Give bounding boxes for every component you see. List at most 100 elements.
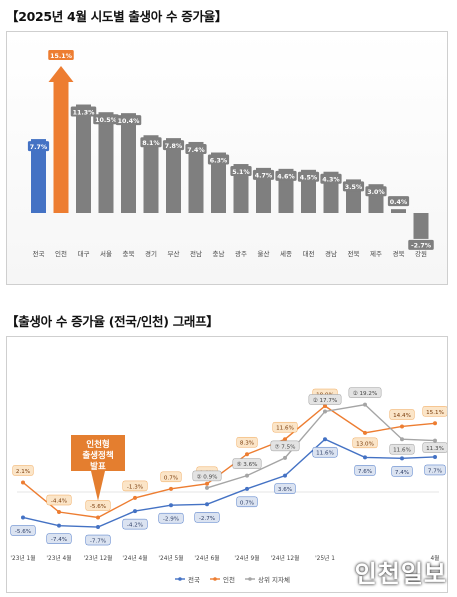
- bar-value-box: [230, 166, 252, 177]
- bar-category-label: 제주: [370, 250, 382, 258]
- series-value-box: [10, 525, 36, 536]
- legend-label: 전국: [188, 575, 200, 584]
- x-tick-label: '24년 6월: [194, 554, 219, 562]
- bar-value-label: 3.0%: [367, 189, 385, 196]
- bar-category-label: 서울: [100, 249, 112, 258]
- series-value-box: [352, 437, 378, 449]
- series-point-인천: [205, 481, 209, 486]
- series-point-상위 지자체: [283, 455, 287, 460]
- bar-value-label: 4.6%: [277, 174, 295, 181]
- bar-광주: [233, 164, 249, 213]
- series-value-box: [236, 436, 258, 448]
- series-value-box: [12, 465, 34, 476]
- series-value-label: 11.6%: [276, 426, 294, 432]
- policy-callout-text: 출생정책: [82, 450, 113, 461]
- bar-value-box: [70, 106, 97, 117]
- bar-category-label: 세종: [280, 249, 292, 258]
- series-value-label: -4.2%: [127, 523, 143, 529]
- series-point-전국: [169, 503, 173, 508]
- series-value-label: 11.6%: [393, 448, 411, 454]
- bar-value-box: [48, 50, 74, 61]
- series-value-label: ② 0.9%: [196, 473, 217, 480]
- bar-value-label: 6.3%: [210, 157, 228, 164]
- series-value-box: [158, 512, 184, 524]
- series-line-인천: [22, 405, 436, 519]
- bar-category-label: 전북: [348, 249, 360, 258]
- series-point-전국: [205, 502, 209, 507]
- x-tick-label: '23년 4월: [46, 554, 71, 562]
- bar-value-label: 10.5%: [95, 117, 118, 124]
- bar-value-box: [408, 239, 434, 250]
- bar-value-box: [320, 173, 342, 184]
- series-value-box: [274, 483, 296, 494]
- series-value-label: -5.6%: [90, 504, 106, 510]
- series-point-전국: [96, 525, 100, 530]
- legend-marker-상위 지자체: [248, 577, 252, 581]
- bar-value-label: 3.5%: [345, 184, 363, 191]
- series-point-전국: [245, 486, 249, 491]
- bar-chart-panel: 7.7% 전국 15.1% 인천 11.3% 대구 10.5% 서울 10.4% 충북 8.1% 경기…: [6, 31, 448, 285]
- bar-value-box: [297, 171, 320, 182]
- legend-label: 인천: [223, 575, 235, 584]
- series-value-box: [389, 443, 415, 455]
- series-value-label: ⑦ 7.5%: [274, 443, 295, 450]
- series-value-label: -7.7%: [90, 539, 106, 545]
- bar-category-label: 경북: [393, 249, 405, 258]
- series-value-box: [389, 409, 415, 420]
- bar-경북: [391, 209, 406, 213]
- bar-value-box: [140, 137, 162, 148]
- bar-category-label: 대구: [78, 250, 90, 258]
- series-value-label: 15.1%: [426, 410, 444, 416]
- series-point-인천: [169, 486, 173, 491]
- series-value-label: 0.7%: [240, 500, 254, 506]
- series-point-상위 지자체: [433, 438, 437, 443]
- series-point-전국: [363, 455, 367, 460]
- bar-전국: [31, 139, 46, 213]
- series-value-label: -7.4%: [51, 537, 67, 543]
- bar-chart-title: 【2025년 4월 시도별 출생아 수 증가율】: [6, 9, 228, 24]
- series-value-box: [122, 518, 148, 530]
- bar-value-label: 11.3%: [73, 109, 96, 116]
- bar-충남: [211, 152, 226, 213]
- series-value-box: [312, 446, 338, 458]
- bar-value-label: 0.4%: [390, 199, 408, 206]
- series-point-상위 지자체: [363, 402, 367, 407]
- series-point-인천: [433, 421, 437, 426]
- bar-category-label: 경기: [145, 249, 157, 258]
- series-value-label: ⑤ 3.6%: [236, 461, 257, 468]
- bar-value-label: 8.1%: [142, 140, 160, 147]
- x-tick-label: '23년 1월: [10, 554, 35, 562]
- series-value-label: ② 19.2%: [353, 390, 378, 397]
- series-value-label: -2.9%: [163, 517, 179, 523]
- policy-callout-text: 인천형: [86, 439, 109, 450]
- series-value-label: -4.4%: [51, 499, 67, 505]
- bar-value-box: [93, 114, 119, 125]
- series-point-인천: [96, 515, 100, 520]
- series-point-전국: [283, 473, 287, 478]
- bar-경기: [143, 135, 159, 213]
- bar-category-label: 경남: [325, 249, 337, 258]
- bar-category-label: 울산: [258, 249, 270, 258]
- bar-value-box: [252, 169, 275, 180]
- bar-강원: [413, 213, 429, 239]
- series-point-인천: [283, 437, 287, 442]
- bar-value-box: [115, 115, 142, 126]
- series-value-box: [424, 464, 446, 476]
- bar-value-box: [162, 140, 185, 151]
- x-tick-label: 4월: [430, 554, 439, 562]
- bar-category-label: 전국: [33, 249, 45, 258]
- series-value-box: [122, 480, 148, 492]
- series-value-box: [192, 470, 222, 482]
- series-value-label: -5.6%: [15, 529, 31, 535]
- series-point-상위 지자체: [323, 409, 327, 414]
- bar-value-label: 7.8%: [165, 143, 183, 150]
- series-value-box: [270, 440, 300, 452]
- series-value-label: 0.7%: [164, 475, 178, 481]
- bar-전남: [188, 141, 204, 213]
- series-point-상위 지자체: [205, 485, 209, 490]
- bar-category-label: 광주: [235, 250, 247, 258]
- bar-chart: 7.7% 전국 15.1% 인천 11.3% 대구 10.5% 서울 10.4% 충북 8.1% 경기…: [27, 50, 434, 258]
- series-value-label: 7.4%: [395, 470, 409, 476]
- bar-category-label: 충남: [213, 249, 225, 258]
- bar-서울: [98, 112, 114, 213]
